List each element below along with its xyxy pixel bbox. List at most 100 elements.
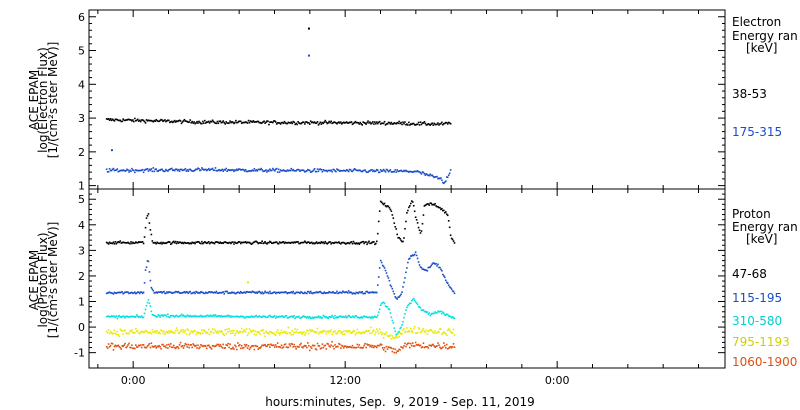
proton-point-795-1193	[433, 332, 435, 335]
proton-point-1060-1900	[105, 345, 108, 348]
electron-point-38-53	[116, 118, 119, 121]
proton-point-1060-1900	[341, 345, 344, 347]
electron-point-38-53	[127, 118, 129, 121]
proton-point-47-68	[379, 200, 382, 203]
proton-point-47-68	[189, 242, 192, 244]
proton-point-795-1193	[337, 331, 339, 334]
proton-point-115-195	[153, 292, 156, 294]
proton-point-1060-1900	[327, 343, 330, 345]
electron-point-38-53	[157, 120, 159, 123]
proton-point-1060-1900	[232, 346, 234, 349]
proton-point-795-1193	[425, 329, 428, 332]
electron-point-175-315	[377, 171, 380, 174]
proton-point-310-580	[252, 315, 255, 318]
proton-point-1060-1900	[276, 342, 279, 344]
electron-point-175-315	[205, 169, 208, 172]
electron-point-38-53	[342, 121, 345, 124]
electron-point-175-315	[382, 168, 385, 171]
electron-ytick-label: 6	[78, 11, 85, 24]
electron-point-38-53	[211, 119, 214, 122]
proton-point-115-195	[214, 291, 217, 294]
proton-point-1060-1900	[156, 345, 158, 348]
proton-point-310-580	[134, 316, 136, 318]
electron-point-175-315	[353, 167, 356, 170]
proton-point-1060-1900	[365, 346, 367, 349]
proton-point-795-1193	[348, 330, 351, 332]
proton-point-115-195	[251, 290, 254, 293]
proton-point-1060-1900	[262, 344, 264, 347]
electron-point-175-315	[306, 170, 308, 172]
proton-point-115-195	[364, 292, 366, 295]
proton-point-47-68	[178, 241, 181, 244]
proton-point-795-1193	[285, 331, 288, 334]
proton-point-47-68	[107, 243, 110, 245]
proton-point-115-195	[183, 290, 186, 293]
proton-point-47-68	[366, 243, 368, 246]
proton-point-115-195	[264, 290, 266, 293]
electron-point-175-315	[329, 170, 331, 172]
proton-point-795-1193	[319, 331, 322, 334]
proton-point-1060-1900	[183, 344, 186, 347]
proton-point-795-1193	[129, 330, 131, 332]
proton-point-47-68	[407, 209, 409, 212]
proton-point-47-68	[204, 241, 207, 244]
proton-point-310-580	[221, 316, 224, 318]
proton-point-310-580	[203, 315, 205, 318]
electron-point-38-53	[303, 121, 305, 124]
proton-point-115-195	[428, 266, 431, 269]
proton-point-1060-1900	[249, 346, 252, 349]
electron-point-38-53	[362, 121, 364, 123]
proton-point-1060-1900	[445, 343, 448, 346]
proton-point-1060-1900	[139, 344, 142, 346]
proton-point-115-195	[204, 292, 206, 295]
proton-point-47-68	[118, 241, 121, 244]
electron-point-38-53	[136, 118, 139, 121]
electron-point-38-53	[383, 120, 386, 123]
proton-point-1060-1900	[221, 346, 224, 349]
proton-point-795-1193	[159, 332, 161, 335]
proton-point-795-1193	[396, 337, 398, 339]
proton-point-115-195	[150, 286, 153, 289]
proton-point-795-1193	[169, 329, 172, 332]
electron-point-38-53	[146, 120, 149, 122]
proton-point-47-68	[106, 242, 109, 244]
proton-point-115-195	[228, 292, 230, 294]
electron-point-175-315	[388, 169, 391, 172]
electron-point-38-53	[364, 122, 366, 124]
electron-point-38-53	[181, 121, 184, 123]
proton-point-115-195	[127, 291, 129, 294]
proton-point-795-1193	[176, 329, 179, 332]
proton-point-310-580	[445, 313, 448, 316]
proton-point-47-68	[155, 242, 158, 245]
proton-point-1060-1900	[229, 343, 231, 345]
electron-point-38-53	[172, 120, 175, 123]
proton-point-115-195	[417, 261, 420, 263]
proton-point-47-68	[327, 242, 330, 244]
proton-point-310-580	[157, 314, 159, 316]
proton-point-115-195	[245, 290, 248, 293]
proton-point-47-68	[369, 242, 371, 245]
proton-point-115-195	[411, 254, 414, 256]
proton-point-47-68	[445, 213, 448, 216]
proton-point-1060-1900	[380, 343, 383, 346]
electron-point-175-315	[395, 171, 398, 173]
proton-point-47-68	[112, 241, 115, 244]
proton-point-115-195	[440, 268, 442, 271]
proton-point-310-580	[214, 314, 217, 316]
electron-point-175-315	[385, 168, 388, 171]
proton-point-1060-1900	[123, 344, 125, 346]
proton-point-47-68	[199, 242, 201, 244]
proton-point-115-195	[173, 291, 176, 294]
electron-point-38-53	[202, 120, 204, 123]
proton-point-310-580	[250, 315, 253, 317]
electron-point-38-53	[213, 121, 216, 124]
proton-point-310-580	[404, 312, 406, 315]
proton-point-47-68	[437, 206, 439, 208]
electron-point-175-315	[219, 169, 222, 172]
electron-ytick-label: 1	[78, 180, 85, 193]
proton-point-310-580	[158, 314, 160, 317]
proton-point-1060-1900	[236, 348, 238, 351]
proton-point-795-1193	[434, 329, 436, 332]
proton-point-47-68	[232, 241, 234, 243]
